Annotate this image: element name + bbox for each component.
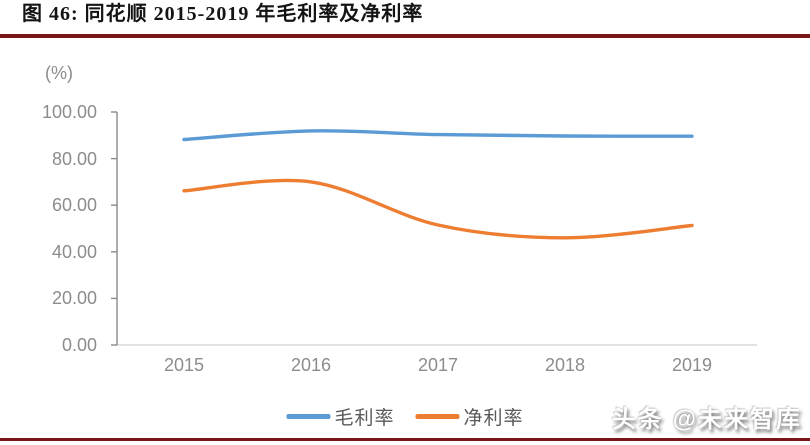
series-line-net-margin (182, 178, 694, 240)
gross-margin-line-swatch (286, 414, 331, 419)
y-axis-unit-label: (%) (45, 63, 73, 83)
legend-label-net-margin: 净利率 (463, 408, 524, 429)
watermark-text: 头条 @未来智库 (611, 406, 802, 433)
series-line-gross-margin (182, 129, 694, 142)
legend-item-gross-margin: 毛利率 (286, 403, 394, 430)
figure-title: 图 46: 同花顺 2015-2019 年毛利率及净利率 (22, 3, 424, 25)
chart-legend: 毛利率 净利率 (286, 403, 523, 430)
title-divider-rule (0, 34, 810, 38)
bottom-rule (0, 438, 810, 441)
legend-item-net-margin: 净利率 (415, 403, 524, 430)
legend-label-gross-margin: 毛利率 (334, 408, 395, 429)
net-margin-line-swatch (415, 414, 460, 419)
